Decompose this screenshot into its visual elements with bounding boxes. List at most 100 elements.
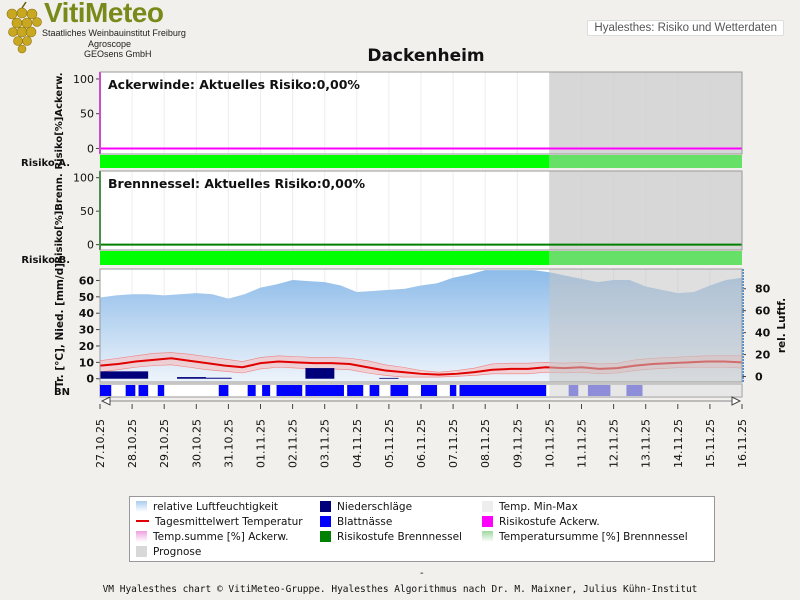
xtick-label: 10.11.25 <box>543 419 556 468</box>
panel-1-ylabel: Risiko[%]Ackerw. <box>54 72 65 169</box>
legend-item: Risikostufe Brennnessel <box>320 530 462 545</box>
panel-2-ylabel: Risiko[%]Brenn. <box>54 173 65 263</box>
xtick-label: 11.11.25 <box>576 419 589 468</box>
legend-swatch <box>136 520 149 522</box>
weather-ytick-left-label: 0 <box>86 373 94 386</box>
xtick-label: 04.11.25 <box>351 419 364 468</box>
risk-weather-chart: Dackenheim 0 50 100 Ackerwinde: Aktuelles Ri… <box>21 46 788 468</box>
panel-1-risk-row <box>100 155 550 168</box>
weather-ytick-left-label: 50 <box>79 291 95 304</box>
header-badge: Hyalesthes: Risiko und Wetterdaten <box>587 20 784 36</box>
leaf-wetness-segment <box>449 385 457 396</box>
leaf-wetness-forecast-shade <box>549 384 742 397</box>
panel-2-ytick-label: 100 <box>73 172 94 185</box>
panel-2-frame <box>99 170 743 251</box>
legend-swatch <box>136 546 147 557</box>
xtick-label: 07.11.25 <box>447 419 460 468</box>
xtick-label: 06.11.25 <box>415 419 428 468</box>
leaf-wetness-segment <box>262 385 271 396</box>
legend-label: Temp. Min-Max <box>499 501 578 513</box>
panel-1-title: Ackerwinde: Aktuelles Risiko:0,00% <box>108 77 360 92</box>
precipitation-bar <box>100 371 149 379</box>
panel-1-forecast-shade <box>549 72 742 154</box>
legend-swatch <box>320 501 331 512</box>
leaf-wetness-segment <box>218 385 229 396</box>
precipitation-bar <box>379 377 399 379</box>
panel-1-ytick-label: 50 <box>80 108 94 121</box>
legend-swatch <box>320 516 331 527</box>
legend-label: Niederschläge <box>337 501 413 513</box>
panel-1-ytick-label: 0 <box>87 142 94 155</box>
legend-swatch <box>136 501 147 512</box>
xtick-label: 12.11.25 <box>608 419 621 468</box>
xtick-label: 27.10.25 <box>94 419 107 468</box>
legend-label: Risikostufe Brennnessel <box>337 531 462 543</box>
weather-ytick-left-label: 40 <box>79 307 95 320</box>
xtick-label: 13.11.25 <box>640 419 653 468</box>
legend-label: Tagesmittelwert Temperatur <box>155 516 303 528</box>
legend-item: Prognose <box>136 545 201 560</box>
weather-ytick-right-label: 60 <box>755 305 771 318</box>
legend-swatch <box>482 501 493 512</box>
weather-forecast-shade <box>549 269 742 382</box>
leaf-wetness-segment <box>247 385 256 396</box>
panel-1-risk-row-label: Risiko A. <box>21 158 70 169</box>
leaf-wetness-segment <box>369 385 380 396</box>
xtick-label: 02.11.25 <box>287 419 300 468</box>
legend-item: Niederschläge <box>320 500 412 515</box>
legend-item: Temp. Min-Max <box>482 500 578 515</box>
panel-2-risk-row <box>100 251 550 265</box>
xtick-label: 09.11.25 <box>511 419 524 468</box>
leaf-wetness-segment <box>125 385 136 396</box>
legend-item: Tagesmittelwert Temperatur <box>136 515 303 530</box>
scroll-right-arrow <box>731 396 742 406</box>
leaf-wetness-segment <box>568 385 579 396</box>
footer-dash: - <box>420 568 424 579</box>
legend-item: Risikostufe Ackerw. <box>482 515 600 530</box>
panel-1-frame <box>99 71 743 155</box>
xtick-label: 15.11.25 <box>704 419 717 468</box>
legend-swatch <box>320 531 331 542</box>
legend-label: Prognose <box>153 546 202 558</box>
panel-2-title: Brennnessel: Aktuelles Risiko:0,00% <box>108 176 366 191</box>
vitimeteo-logo: VitiMeteo Staatliches Weinbauinstitut Fr… <box>0 0 190 62</box>
precipitation-bar <box>177 377 206 379</box>
legend-label: Temperatursumme [%] Brennnessel <box>499 531 688 543</box>
weather-frame <box>99 268 743 383</box>
leaf-wetness-segment <box>305 385 344 396</box>
legend-label: Temp.summe [%] Ackerw. <box>153 531 289 543</box>
logo-line-geosens: GEOsens GmbH <box>84 49 152 59</box>
logo-line-agroscope: Agroscope <box>88 39 132 49</box>
panel-2-forecast-shade <box>549 171 742 250</box>
weather-ylabel-left: Tr. [°C], Nied. [mm/d] <box>54 263 66 388</box>
leaf-wetness-segment <box>100 385 112 396</box>
legend-label: Risikostufe Ackerw. <box>499 516 600 528</box>
precipitation-bar <box>305 368 335 379</box>
panel-2-risk-row-forecast <box>549 251 742 265</box>
grape-icon <box>6 2 42 54</box>
legend-item: relative Luftfeuchtigkeit <box>136 500 278 515</box>
leaf-wetness-label: BN <box>54 387 70 398</box>
leaf-wetness-segment <box>390 385 409 396</box>
legend-swatch <box>136 531 147 542</box>
xtick-label: 14.11.25 <box>672 419 685 468</box>
panel-1-risk-row-forecast <box>549 155 742 168</box>
chart-title: Dackenheim <box>367 46 484 66</box>
weather-ytick-left-label: 60 <box>79 274 95 287</box>
xtick-label: 05.11.25 <box>383 419 396 468</box>
weather-ytick-left-label: 30 <box>79 324 95 337</box>
logo-title: VitiMeteo <box>44 0 164 28</box>
weather-ytick-right-label: 80 <box>755 283 771 296</box>
leaf-wetness-segment <box>587 385 611 396</box>
legend-label: Blattnässe <box>337 516 393 528</box>
leaf-wetness-segment <box>626 385 643 396</box>
leaf-wetness-segment <box>276 385 303 396</box>
leaf-wetness-segment <box>421 385 438 396</box>
leaf-wetness-segment <box>157 385 165 396</box>
legend-item: Blattnässe <box>320 515 392 530</box>
weather-ylabel-right: rel. Luftf. <box>776 298 788 353</box>
xtick-label: 30.10.25 <box>190 419 203 468</box>
scroll-left-arrow <box>100 396 111 406</box>
panel-2-ytick-label: 0 <box>87 239 94 252</box>
xtick-label: 29.10.25 <box>158 419 171 468</box>
